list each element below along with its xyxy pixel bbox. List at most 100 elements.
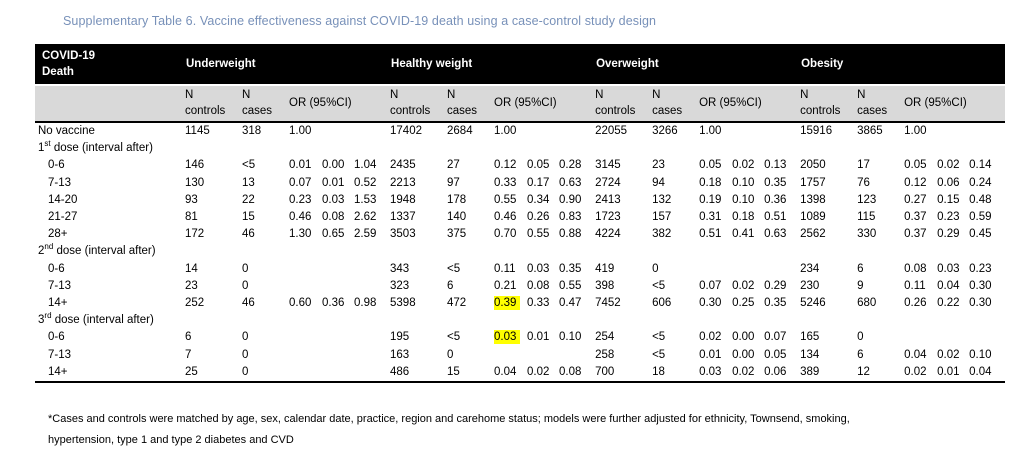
value-cell: 4224 (595, 226, 652, 243)
value-cell: 0.18 (699, 175, 732, 192)
cell-value: 2413 (595, 193, 621, 206)
value-cell: 2724 (595, 175, 652, 192)
cell-value: 0.45 (969, 228, 992, 241)
cell-value: 318 (242, 125, 262, 138)
value-cell: 1.53 (354, 192, 390, 209)
value-cell: 2435 (390, 157, 447, 174)
document-page: Supplementary Table 6. Vaccine effective… (0, 14, 1024, 451)
cell-value: 0.01 (527, 331, 550, 344)
value-cell: 1398 (800, 192, 857, 209)
cell-value: 17 (857, 159, 870, 172)
value-cell: 0.08 (559, 364, 595, 382)
cell-value: 0.07 (764, 331, 787, 344)
value-cell: 382 (652, 226, 699, 243)
cell-value: 0.23 (289, 193, 312, 206)
cell-value: 0.08 (527, 279, 550, 292)
cell-value: 0.37 (904, 228, 927, 241)
cell-value: 0.37 (904, 211, 927, 224)
value-cell: 0.02 (527, 364, 559, 382)
cell-value: 0.08 (904, 262, 927, 275)
value-cell: 0 (652, 261, 699, 278)
value-cell: 0.23 (969, 261, 1005, 278)
value-cell: 0.45 (969, 226, 1005, 243)
value-cell: 22 (242, 192, 289, 209)
cell-value: 14 (185, 262, 198, 275)
cell-value: 0.15 (937, 193, 960, 206)
value-cell: 0.51 (764, 209, 800, 226)
cell-value: 0 (242, 279, 249, 292)
cell-value: 0.13 (764, 159, 787, 172)
value-cell: 1089 (800, 209, 857, 226)
cell-value: 0.10 (969, 348, 992, 361)
cell-value: 22 (242, 193, 255, 206)
section-label: 3rd dose (interval after) (38, 312, 154, 327)
value-cell: 0.26 (527, 209, 559, 226)
value-cell: 0.06 (764, 364, 800, 382)
value-cell: 258 (595, 346, 652, 363)
cell-value: <5 (447, 331, 461, 344)
cell-value: 6 (857, 262, 864, 275)
or-header: OR (95%CI) (289, 85, 391, 123)
row-label: 0-6 (48, 331, 65, 344)
value-cell: 1.00 (289, 122, 322, 140)
cell-value: 0.00 (732, 331, 755, 344)
cell-value: 1.00 (904, 125, 927, 138)
cell-value: 0.02 (732, 365, 755, 378)
value-cell: 0.01 (289, 157, 322, 174)
value-cell: 0.04 (494, 364, 527, 382)
value-cell: 0.10 (732, 175, 764, 192)
value-cell (289, 329, 322, 346)
cell-value: 0.60 (289, 296, 312, 309)
cell-value: 22055 (595, 125, 628, 138)
value-cell: 0.98 (354, 295, 390, 312)
value-cell: 0.37 (904, 226, 937, 243)
cell-value: 0.01 (322, 176, 345, 189)
cell-value: 15 (447, 365, 460, 378)
value-cell: 0.11 (904, 278, 937, 295)
value-cell: <5 (242, 157, 289, 174)
value-cell: 5246 (800, 295, 857, 312)
value-cell: 0.55 (559, 278, 595, 295)
cell-value: 3145 (595, 159, 621, 172)
value-cell: 0.14 (969, 157, 1005, 174)
cell-value: 0.19 (699, 193, 722, 206)
value-cell: 0.15 (937, 192, 969, 209)
cell-value: 132 (652, 193, 672, 206)
value-cell: 165 (800, 329, 857, 346)
value-cell: <5 (652, 346, 699, 363)
cell-value: 0.18 (732, 211, 755, 224)
value-cell: 0.04 (969, 364, 1005, 382)
cell-value: 6 (857, 348, 864, 361)
cell-value: 0.23 (969, 262, 992, 275)
cell-value: 6 (185, 331, 192, 344)
value-cell: 0.03 (527, 261, 559, 278)
value-cell: 0 (857, 329, 904, 346)
cell-value: 178 (447, 193, 467, 206)
cell-value: 0.06 (937, 176, 960, 189)
cell-value: 419 (595, 262, 615, 275)
row-label: 7-13 (48, 348, 72, 361)
section-row: 3rd dose (interval after) (35, 312, 1005, 329)
value-cell: 0.12 (904, 175, 937, 192)
value-cell: 0.65 (322, 226, 354, 243)
group-header-obesity: Obesity (800, 44, 1006, 86)
cell-value: 3266 (652, 125, 678, 138)
cell-value: 0.55 (527, 228, 550, 241)
cell-value: 2435 (390, 159, 416, 172)
cell-value: 0.11 (904, 279, 926, 292)
value-cell: 0 (242, 261, 289, 278)
value-cell (289, 278, 322, 295)
cell-value: 1089 (800, 211, 826, 224)
value-cell: 14 (185, 261, 242, 278)
value-cell (354, 261, 390, 278)
value-cell: 1723 (595, 209, 652, 226)
value-cell: 2.59 (354, 226, 390, 243)
cell-value: 0.02 (937, 348, 960, 361)
value-cell (354, 346, 390, 363)
cell-value: 0.47 (559, 296, 582, 309)
cell-value: 0.08 (322, 211, 345, 224)
value-cell: 23 (652, 157, 699, 174)
value-cell: 7452 (595, 295, 652, 312)
cell-value: 0.34 (527, 193, 550, 206)
cell-value: 15916 (800, 125, 833, 138)
